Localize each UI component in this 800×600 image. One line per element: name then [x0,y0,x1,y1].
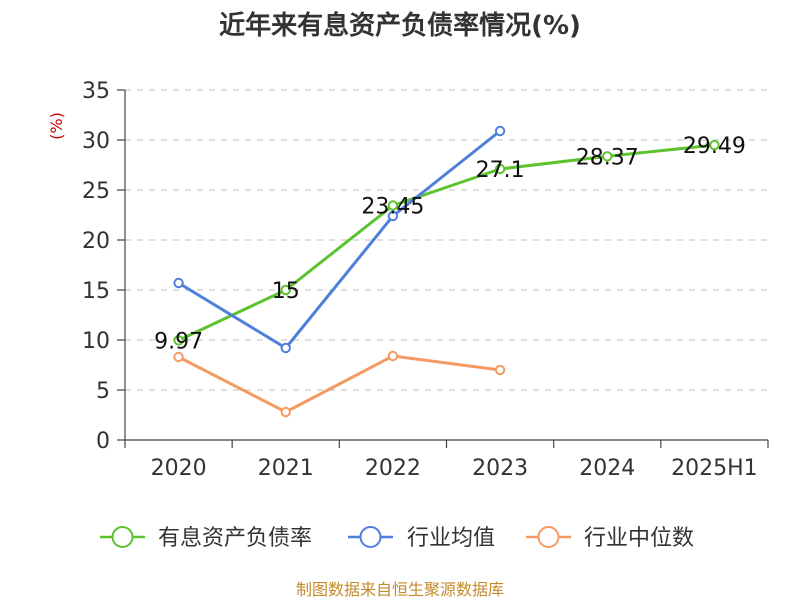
series-line-0 [177,143,716,342]
source-note: 制图数据来自恒生聚源数据库 [296,580,504,599]
y-tick-label: 25 [82,179,110,204]
series-line-1 [177,129,502,350]
data-point [494,364,506,376]
data-point [387,210,399,222]
data-label: 9.97 [154,329,203,354]
data-point [280,284,291,296]
data-label: 15 [272,279,300,304]
legend: 有息资产负债率 行业均值 行业中位数 [100,526,694,551]
data-point [602,151,613,162]
data-label: 29.49 [683,134,746,159]
data-label: 27.1 [476,158,525,183]
y-tick-label: 0 [96,429,110,454]
data-point [387,350,399,362]
data-label: 23.45 [361,195,424,220]
y-tick-label: 35 [82,79,110,104]
legend-item: 有息资产负债率 [100,526,312,551]
legend-marker-icon [111,526,134,548]
data-point [280,342,291,354]
legend-label: 行业均值 [407,526,495,551]
legend-item: 行业中位数 [526,526,694,551]
y-axis-unit-label: (%) [47,112,66,140]
data-point [173,351,184,363]
series-layer [173,125,720,418]
y-tick-label: 10 [82,329,110,354]
axis-layer: 0 5 10 15 20 25 30 35 2020 2021 2022 2023 2024 2025H1 [82,79,769,481]
legend-marker-icon [359,526,382,548]
data-point [494,163,506,175]
data-point [280,406,291,418]
grid-layer [125,89,768,391]
data-label-layer: 9.97 15 23.45 27.1 28.37 29.49 [154,134,746,354]
y-tick-label: 5 [96,379,110,404]
y-tick-label: 20 [82,229,110,254]
x-tick-label: 2023 [472,456,528,481]
series-line-2 [177,354,502,414]
legend-label: 有息资产负债率 [158,526,312,551]
data-point [173,335,184,346]
legend-label: 行业中位数 [584,526,694,551]
x-tick-label: 2020 [151,456,207,481]
x-tick-label: 2021 [258,456,314,481]
data-point [494,125,506,137]
legend-item: 行业均值 [348,526,495,551]
data-label: 28.37 [576,145,639,170]
y-tick-label: 30 [82,129,110,154]
x-tick-label: 2022 [365,456,421,481]
data-point [173,277,184,289]
data-point [387,200,399,211]
chart-title: 近年来有息资产负债率情况(%) [219,10,581,41]
y-tick-label: 15 [82,279,110,304]
legend-marker-icon [537,526,560,548]
x-tick-label: 2024 [579,456,635,481]
data-point [709,139,720,151]
x-tick-label: 2025H1 [671,456,758,481]
